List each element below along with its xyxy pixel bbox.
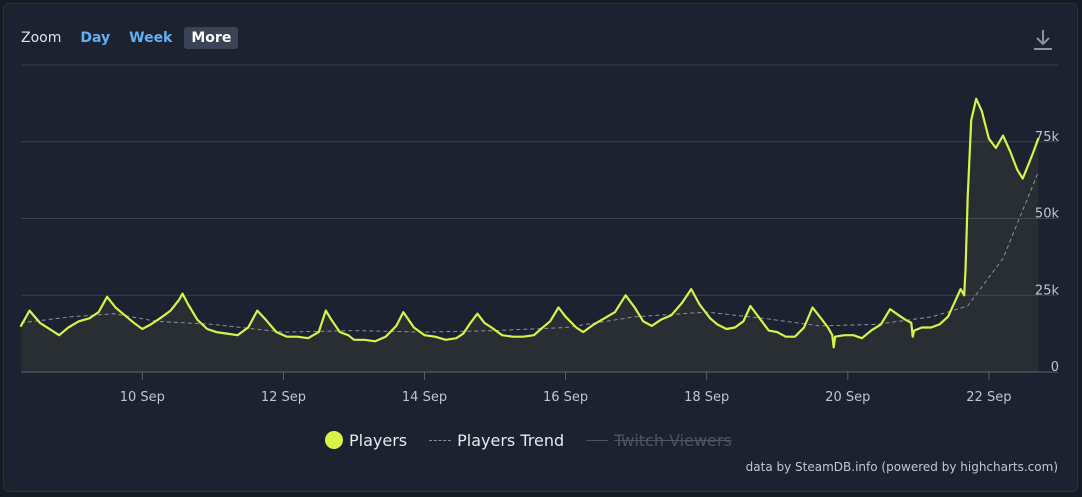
zoom-week-button[interactable]: Week [129,30,173,46]
y-tick-label: 75k [1035,130,1060,145]
x-tick-label: 22 Sep [966,390,1011,405]
legend-players-label: Players [349,430,408,450]
players-line [19,97,1040,349]
x-tick-label: 14 Sep [402,390,447,405]
legend-players[interactable]: Players [325,431,407,450]
x-tick-label: 10 Sep [120,390,165,405]
y-tick-label: 25k [1035,283,1060,298]
legend-twitch-label: Twitch Viewers [614,430,732,450]
x-tick-label: 18 Sep [684,390,729,405]
x-tick-label: 12 Sep [261,390,306,405]
trend-legend-marker [429,439,452,441]
chart-panel [3,3,1078,492]
zoom-more-button[interactable]: More [184,27,239,49]
x-tick-label: 16 Sep [543,390,588,405]
legend-twitch-viewers[interactable]: Twitch Viewers [586,431,732,450]
x-tick-label: 20 Sep [825,390,870,405]
y-tick-label: 0 [1051,360,1059,375]
y-tick-label: 50k [1035,207,1060,222]
players-legend-marker [325,431,343,449]
chart-legend: Players Players Trend Twitch Viewers [325,428,754,452]
chart-credits: data by SteamDB.info (powered by highcha… [745,460,1058,474]
zoom-day-button[interactable]: Day [80,30,111,46]
players-area [21,98,1039,373]
download-icon [1034,30,1052,50]
twitch-legend-marker [586,439,609,441]
legend-players-trend[interactable]: Players Trend [429,431,564,450]
zoom-label: Zoom [21,30,62,46]
zoom-bar: Zoom Day Week More [21,26,243,50]
legend-trend-label: Players Trend [457,430,565,450]
download-button[interactable] [1030,27,1056,53]
